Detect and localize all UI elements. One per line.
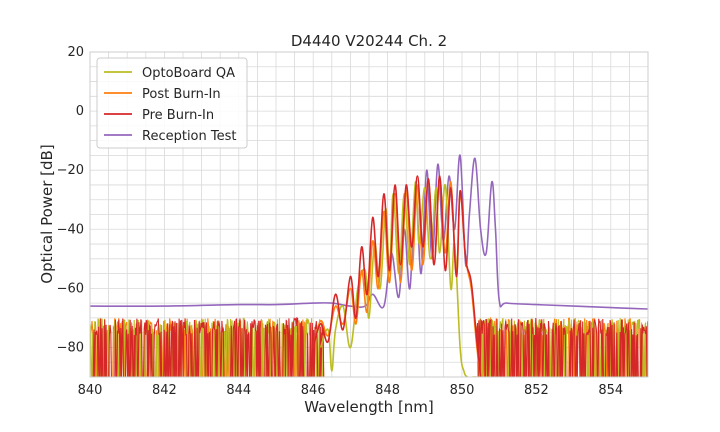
plot-frame: [89, 51, 649, 378]
y-axis-label: Optical Power [dB]: [38, 144, 56, 283]
series-line-3: [90, 154, 648, 310]
legend: OptoBoard QA Post Burn-In Pre Burn-In Recep…: [96, 57, 248, 149]
series-group: [90, 154, 648, 377]
noise-floor-2: [90, 316, 648, 377]
legend-label: Reception Test: [142, 129, 236, 144]
x-axis-label: Wavelength [nm]: [304, 398, 434, 416]
legend-label: Pre Burn-In: [142, 108, 214, 123]
x-tick-label: 844: [226, 383, 251, 398]
chart-title: D4440 V20244 Ch. 2: [291, 32, 447, 50]
y-tick-label: −20: [57, 163, 84, 178]
y-tick-labels: 20 0 −20 −40 −60 −80: [57, 45, 84, 355]
noise-segment: [476, 317, 648, 377]
x-tick-label: 852: [524, 383, 549, 398]
noise-segment: [476, 318, 648, 377]
x-tick-label: 842: [152, 383, 177, 398]
y-tick-label: 0: [76, 104, 84, 119]
x-tick-label: 846: [301, 383, 326, 398]
noise-segment: [90, 316, 325, 377]
x-tick-labels: 840 842 844 846 848 850 852 854: [78, 383, 624, 398]
y-tick-label: −40: [57, 222, 84, 237]
legend-box: [96, 57, 248, 149]
y-tick-label: −60: [57, 281, 84, 296]
legend-label: Post Burn-In: [142, 87, 221, 102]
legend-label: OptoBoard QA: [142, 66, 235, 81]
y-tick-label: −80: [57, 340, 84, 355]
series-line-2: [312, 175, 482, 377]
x-tick-label: 854: [598, 383, 623, 398]
y-tick-label: 20: [67, 45, 84, 60]
x-tick-label: 848: [375, 383, 400, 398]
x-tick-label: 840: [78, 383, 103, 398]
x-tick-label: 850: [450, 383, 475, 398]
